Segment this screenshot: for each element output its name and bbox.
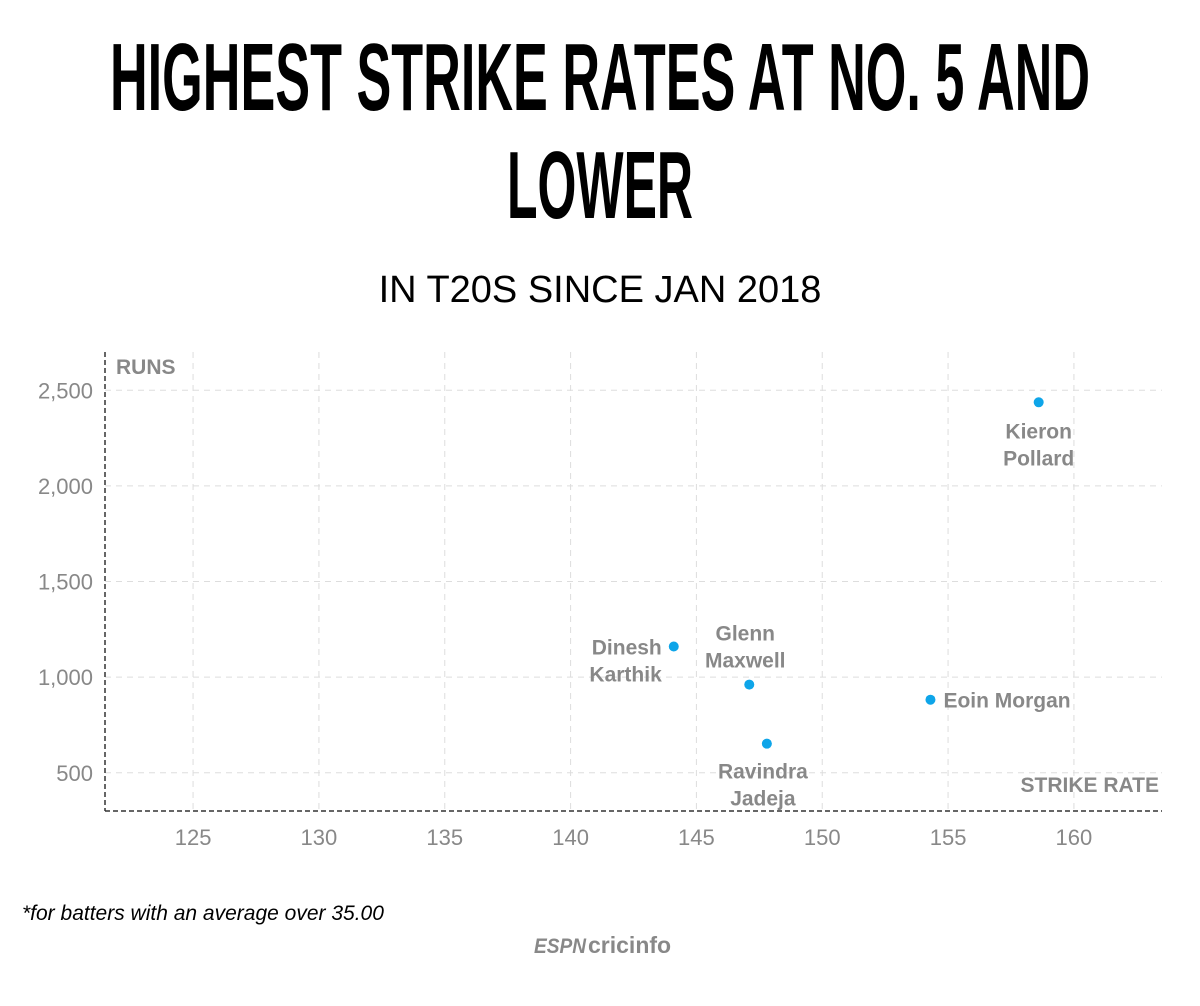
y-tick-label: 500 [56, 761, 93, 786]
point-label: Kieron [1005, 420, 1072, 443]
chart-title-line-1: HIGHEST STRIKE RATES AT NO. 5 AND [110, 24, 1090, 131]
point-label: Glenn [716, 623, 776, 646]
x-tick-label: 160 [1056, 825, 1093, 850]
point-label: Jadeja [730, 788, 796, 811]
data-point [1033, 397, 1044, 408]
data-point [761, 738, 772, 749]
svg-text:ESPN: ESPN [534, 935, 587, 958]
svg-text:cricinfo: cricinfo [588, 932, 671, 958]
espncricinfo-logo: ESPN cricinfo [534, 932, 671, 958]
x-tick-label: 125 [175, 825, 212, 850]
data-point [925, 694, 936, 705]
point-label: Ravindra [718, 761, 808, 784]
chart-title-line-2: LOWER [507, 132, 693, 239]
data-point [744, 679, 755, 690]
x-tick-label: 135 [426, 825, 463, 850]
y-tick-label: 2,000 [38, 474, 93, 499]
point-label: Eoin Morgan [943, 690, 1070, 713]
x-axis-label: STRIKE RATE [1021, 774, 1159, 797]
point-label: Pollard [1003, 447, 1074, 470]
footnote: *for batters with an average over 35.00 [22, 902, 384, 925]
grid [105, 352, 1162, 811]
y-tick-label: 1,000 [38, 665, 93, 690]
x-tick-label: 155 [930, 825, 967, 850]
data-point [668, 641, 679, 652]
x-tick-label: 145 [678, 825, 715, 850]
point-label: Dinesh [592, 637, 662, 660]
point-label: Maxwell [705, 650, 786, 673]
x-tick-label: 150 [804, 825, 841, 850]
y-axis-label: RUNS [116, 356, 176, 379]
points: Kieron Pollard Dinesh Karthik Glenn Maxwell Eo… [589, 397, 1074, 811]
x-tick-label: 140 [552, 825, 589, 850]
x-tick-label: 130 [301, 825, 338, 850]
ticks: 125 130 135 140 145 150 155 160 500 1,000 1,500 2,0… [38, 378, 1092, 850]
y-tick-label: 2,500 [38, 378, 93, 403]
chart-subtitle: IN T20S SINCE JAN 2018 [379, 269, 822, 311]
y-tick-label: 1,500 [38, 570, 93, 595]
point-label: Karthik [589, 664, 662, 687]
